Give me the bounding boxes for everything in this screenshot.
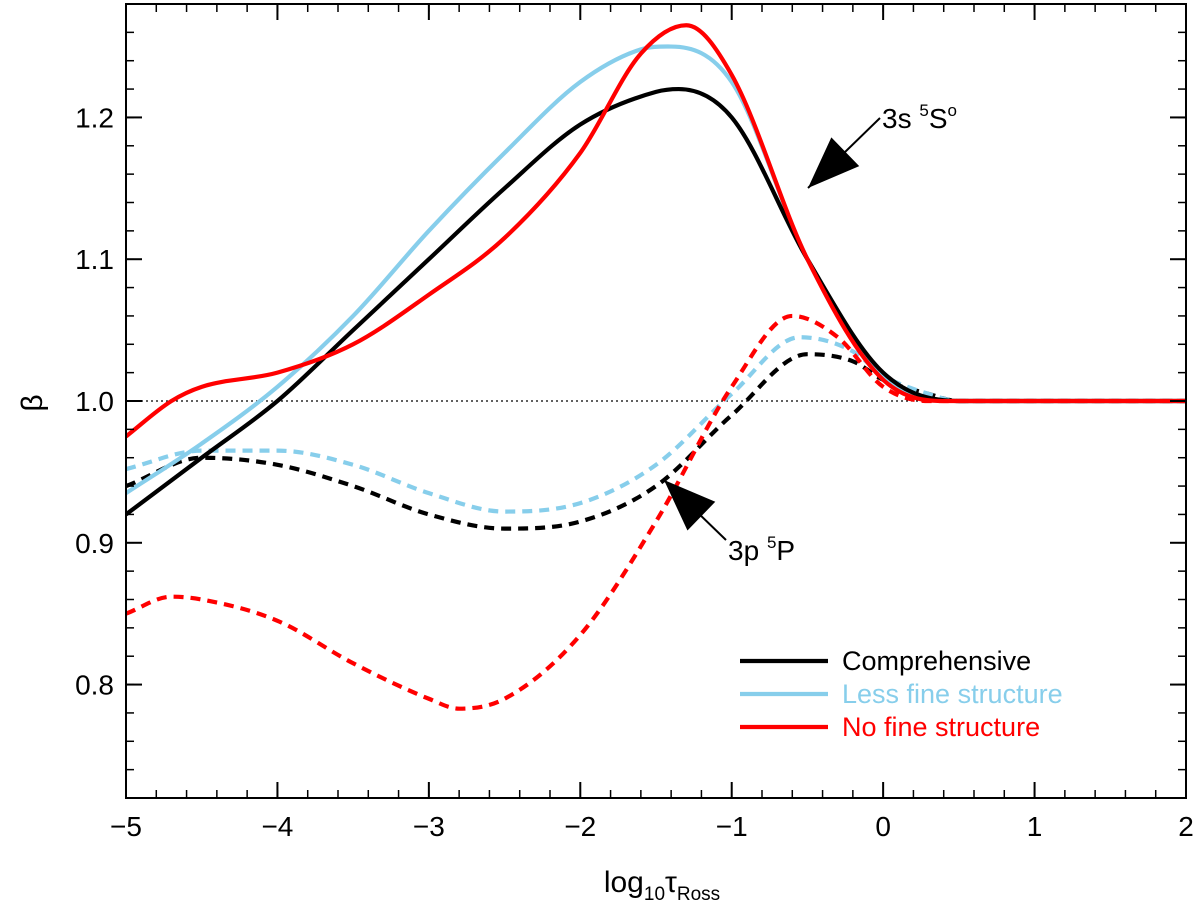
series-layer [126, 23, 1186, 711]
series-less-fine-structure-3s-5so-solid [126, 44, 1186, 495]
x-tick-label: −5 [110, 811, 142, 842]
annotation-3s-5So: 3s 5So [882, 101, 957, 134]
x-tick-label: −1 [716, 811, 748, 842]
y-tick-label: 0.8 [75, 670, 114, 701]
series-no-fine-structure-3s-5so-solid [126, 23, 1186, 439]
y-tick-label: 1.1 [75, 244, 114, 275]
x-tick-label: 0 [875, 811, 891, 842]
arrow-3s-5So-head [808, 137, 860, 188]
x-tick-label: 1 [1027, 811, 1043, 842]
annotation-3p-5P: 3p 5P [728, 533, 795, 566]
x-tick-label: −2 [564, 811, 596, 842]
ticks-layer: −5 −4 −3 −2 −1 0 1 2 0.8 0.9 1.0 1.1 1.2 [75, 3, 1194, 842]
legend-label-comprehensive: Comprehensive [842, 646, 1031, 676]
arrow-3p-5P-head [664, 480, 716, 531]
y-tick-label: 1.2 [75, 102, 114, 133]
y-axis-label: β [16, 394, 49, 411]
series-less-fine-structure-3p-5p-dashed [126, 335, 1186, 514]
x-tick-label: 2 [1178, 811, 1194, 842]
legend-label-less-fine-structure: Less fine structure [842, 679, 1063, 709]
y-tick-label: 1.0 [75, 386, 114, 417]
x-tick-label: −3 [413, 811, 445, 842]
annotation-layer: 3s 5So 3p 5P [663, 101, 957, 566]
x-tick-label: −4 [261, 811, 293, 842]
y-tick-label: 0.9 [75, 528, 114, 559]
legend-label-no-fine-structure: No fine structure [842, 712, 1040, 742]
x-axis-label: log10τRoss [604, 866, 720, 901]
